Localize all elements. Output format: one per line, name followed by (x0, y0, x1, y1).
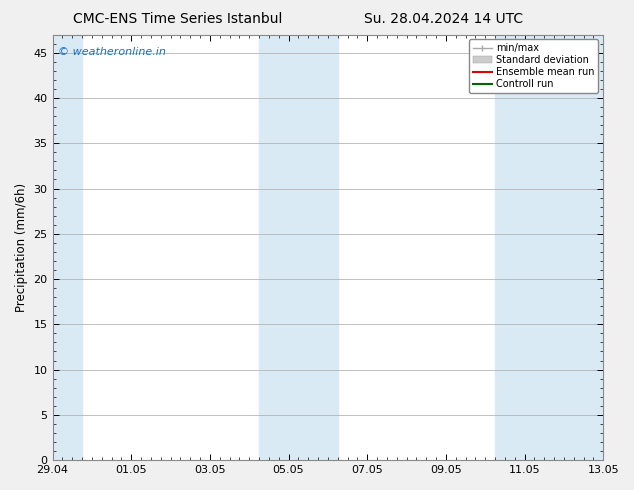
Text: Su. 28.04.2024 14 UTC: Su. 28.04.2024 14 UTC (365, 12, 523, 26)
Bar (53, 35, 82, 460)
Text: © weatheronline.in: © weatheronline.in (58, 48, 166, 57)
Y-axis label: Precipitation (mm/6h): Precipitation (mm/6h) (15, 183, 28, 312)
Bar (259, 35, 338, 460)
Bar (495, 35, 603, 460)
Legend: min/max, Standard deviation, Ensemble mean run, Controll run: min/max, Standard deviation, Ensemble me… (469, 40, 598, 93)
Text: CMC-ENS Time Series Istanbul: CMC-ENS Time Series Istanbul (73, 12, 282, 26)
